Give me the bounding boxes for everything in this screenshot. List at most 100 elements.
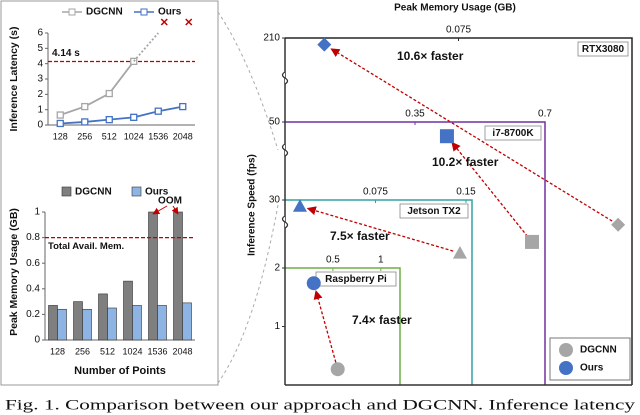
legend-swatch [131, 186, 142, 197]
x-tick-label: 256 [77, 131, 92, 141]
device-label-box [484, 125, 542, 141]
legend-label: DGCNN [75, 187, 112, 198]
x-tick-label: 1024 [122, 346, 142, 356]
x-tick-label: 0.075 [363, 187, 388, 198]
x-tick-label: 256 [75, 346, 90, 356]
legend-label: DGCNN [580, 345, 617, 356]
bar [173, 211, 183, 341]
point-marker [179, 102, 187, 111]
data-point [439, 129, 454, 144]
x-tick-label: 1 [378, 255, 384, 266]
y-tick-label: 6 [37, 28, 43, 39]
left-panel-frame [0, 0, 219, 386]
x-tick-label: 0.7 [538, 109, 552, 120]
projection [133, 32, 159, 62]
y-tick-label: 3 [37, 74, 43, 85]
y-tick-label: 1 [34, 207, 40, 218]
legend-marker [140, 8, 148, 16]
bar [182, 302, 192, 341]
y-tick-label: 0 [37, 120, 43, 131]
data-point [317, 37, 332, 52]
point-marker [56, 119, 64, 128]
x-tick-label: 0.5 [326, 255, 340, 266]
speedup-label: 10.2× faster [432, 155, 499, 169]
series-line [60, 105, 183, 125]
oom-arrow [171, 205, 179, 215]
series-line [59, 60, 135, 116]
axis-break [281, 143, 289, 157]
bar [123, 280, 133, 341]
y-tick-label: 30 [269, 195, 281, 206]
x-tick-label: 0.35 [405, 109, 425, 120]
bar [132, 305, 142, 341]
fail-icon [160, 18, 168, 26]
x-tick-label: 128 [50, 346, 65, 356]
bar [157, 305, 167, 341]
legend-label: DGCNN [86, 7, 123, 18]
bar [57, 308, 67, 341]
oom-arrow [152, 205, 168, 215]
y-tick-label: 1 [37, 104, 43, 115]
data-point [611, 217, 626, 232]
speedup-arrow [306, 206, 454, 252]
data-point [292, 199, 307, 212]
x-tick-label: 0.075 [446, 25, 471, 36]
y-tick-label: 0.2 [26, 309, 40, 320]
speedup-label: 7.5× faster [330, 229, 390, 243]
point-marker [154, 107, 162, 115]
axis-break [281, 71, 289, 85]
axis-break [281, 215, 289, 229]
point-marker [81, 118, 89, 126]
device-label-box [399, 203, 469, 219]
y-axis-label: Inference Latency (s) [8, 26, 20, 131]
bar [73, 301, 83, 341]
device-label: Raspberry Pi [325, 274, 387, 285]
point-marker [130, 113, 138, 121]
legend-swatch [61, 186, 72, 197]
y-tick-label: 50 [269, 117, 281, 128]
speedup-label: 7.4× faster [352, 313, 412, 327]
device-label: Jetson TX2 [407, 206, 461, 217]
device-label-box [577, 41, 629, 57]
point-marker [130, 57, 138, 66]
point-marker [81, 102, 89, 111]
x-tick-label: 1536 [148, 131, 168, 141]
y-tick-label: 210 [263, 33, 280, 44]
connector [217, 11, 279, 151]
device-box [285, 121, 546, 385]
point-marker [56, 111, 64, 119]
legend-label: Ours [145, 187, 169, 198]
bar [98, 293, 108, 341]
bar [82, 308, 92, 341]
bar [48, 305, 58, 341]
y-tick-label: 0.4 [26, 283, 40, 294]
point-marker [105, 115, 113, 124]
y-tick-label: 5 [37, 43, 43, 54]
legend-label: Ours [158, 7, 182, 18]
x-tick-label: 512 [102, 131, 117, 141]
y-tick-label: 0.8 [26, 232, 40, 243]
x-tick-label: 128 [53, 131, 68, 141]
threshold-label: 4.14 s [52, 48, 80, 59]
legend-marker [559, 343, 573, 357]
device-label: i7-8700K [492, 128, 534, 139]
device-box [285, 267, 401, 385]
y-axis-title: Inference Speed (fps) [247, 154, 258, 256]
x-tick-label: 1536 [147, 346, 167, 356]
x-tick-label: 2048 [173, 131, 193, 141]
oom-label: OOM [158, 196, 182, 207]
legend-marker [559, 361, 573, 375]
data-point [452, 246, 467, 259]
threshold-label: Total Avail. Mem. [48, 241, 124, 252]
x-tick-label: 512 [100, 346, 115, 356]
connector [217, 204, 279, 384]
y-tick-label: 0.6 [26, 258, 40, 269]
x-axis-label: Number of Points [74, 365, 166, 377]
x-axis-title: Peak Memory Usage (GB) [394, 3, 516, 14]
speedup-label: 10.6× faster [397, 49, 464, 63]
y-tick-label: 1 [274, 321, 280, 332]
fail-icon [185, 18, 193, 26]
bar [148, 211, 158, 341]
bar [107, 307, 117, 341]
